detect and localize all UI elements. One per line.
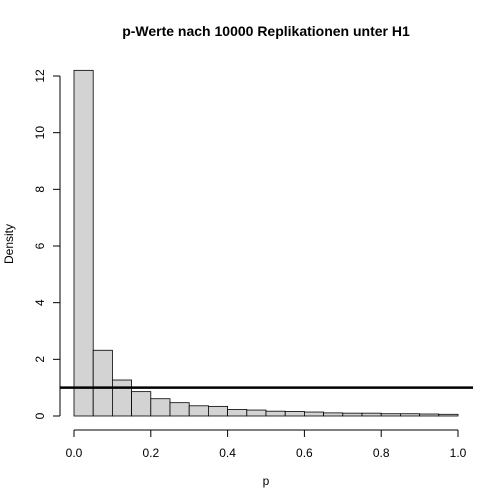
x-tick-label: 0.0: [66, 446, 83, 460]
chart-title: p-Werte nach 10000 Replikationen unter H…: [122, 23, 410, 39]
y-tick-label: 2: [33, 356, 47, 363]
histogram-bar: [246, 409, 267, 417]
histogram-bar: [169, 402, 190, 417]
histogram-bar: [227, 409, 248, 417]
y-tick-label: 8: [33, 186, 47, 193]
y-tick-label: 12: [33, 69, 47, 83]
x-axis-label: p: [263, 474, 270, 488]
histogram-bar: [73, 69, 94, 417]
histogram-bar: [150, 398, 171, 417]
y-tick-label: 4: [33, 299, 47, 306]
histogram-bar: [399, 413, 420, 417]
y-axis-label: Density: [2, 224, 16, 264]
y-axis: 0 2 4 6 8 10 12: [33, 69, 61, 419]
histogram-bar: [380, 413, 401, 417]
y-tick-label: 6: [33, 242, 47, 249]
histogram-bar: [438, 413, 459, 417]
histogram-bar: [265, 410, 286, 417]
y-tick-label: 0: [33, 412, 47, 419]
histogram-bar: [342, 412, 363, 417]
x-tick-label: 0.4: [219, 446, 236, 460]
x-tick-label: 0.6: [296, 446, 313, 460]
histogram-bar: [419, 413, 440, 417]
histogram-bar: [188, 405, 209, 417]
histogram-bar: [323, 412, 344, 417]
x-tick-label: 1.0: [450, 446, 467, 460]
histogram-bar: [92, 349, 113, 417]
x-axis: 0.0 0.2 0.4 0.6 0.8 1.0: [66, 429, 467, 460]
histogram-bar: [361, 412, 382, 417]
histogram-bar: [207, 405, 228, 417]
histogram-bar: [131, 391, 152, 417]
bars-group: [73, 69, 459, 417]
histogram-bar: [284, 411, 305, 417]
histogram-bar: [112, 379, 133, 417]
x-tick-label: 0.2: [142, 446, 159, 460]
histogram-bar: [303, 411, 324, 417]
y-tick-label: 10: [33, 126, 47, 140]
x-tick-label: 0.8: [373, 446, 390, 460]
